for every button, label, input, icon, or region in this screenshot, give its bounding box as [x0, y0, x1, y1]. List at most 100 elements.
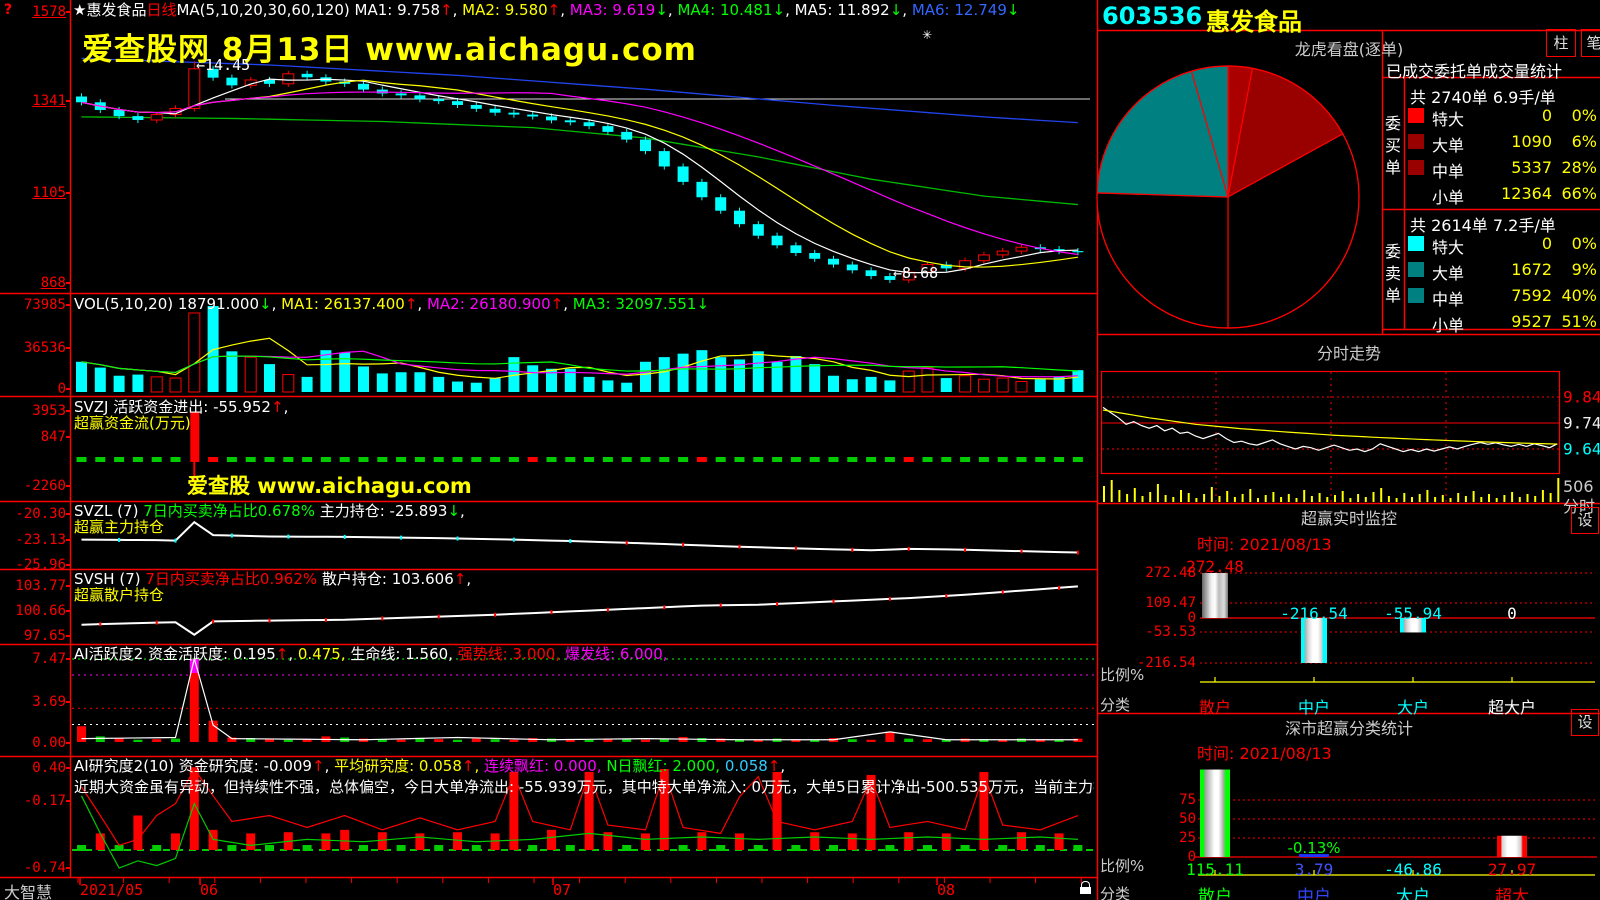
svzj-values: ↑ — [270, 398, 284, 416]
watermark-main: 爱查股网 8月13日 www.aichagu.com — [82, 32, 697, 68]
monitor-axis-label: -53.53 — [1145, 624, 1196, 640]
ai1-values: 爆发线: 6.000, — [565, 645, 668, 663]
order-swatch — [1408, 288, 1424, 303]
y-axis-label: 868 — [40, 275, 66, 291]
kline-ma-values: ↑ — [547, 1, 561, 19]
y-axis-label: 0 — [57, 381, 66, 397]
order-row-pct: 6% — [1571, 132, 1597, 151]
y-axis-label: 1578 — [32, 4, 66, 20]
order-row-name: 中单 — [1432, 290, 1465, 309]
order-row-value: 0 — [1541, 234, 1552, 253]
monitor-bar-label: 0 — [1507, 604, 1517, 623]
ai2-values: , — [474, 757, 484, 775]
kline-ma-values: ↑ — [440, 1, 453, 19]
y-axis-label: -2260 — [23, 478, 66, 494]
order-row-name: 小单 — [1432, 188, 1465, 207]
svsh-sub: 超赢散户持仓 — [74, 586, 165, 604]
ai2-ticker-text: 近期大资金虽有异动，但持续性不强，总体偏空，今日大单净流出: -55.939万元… — [74, 778, 1094, 796]
svsh-values: 7日内买卖净占比0.962% — [145, 570, 318, 588]
stock-name: 惠发食品 — [1206, 8, 1302, 36]
tab-柱[interactable]: 柱 — [1546, 29, 1576, 57]
kline-ma-values: ★惠发食品 — [73, 1, 147, 19]
y-axis-label: -23.13 — [15, 532, 66, 548]
shenshi-settings-button[interactable]: 设 — [1571, 709, 1599, 736]
ai1-values: , — [288, 645, 298, 663]
order-summary: 共 2740单 6.9手/单 — [1410, 88, 1556, 107]
svsh-values: SVSH (7) — [74, 570, 146, 588]
y-axis-label: 7.47 — [32, 651, 66, 667]
vol-ma-values: 18791.000 — [177, 295, 260, 313]
y-axis-label: 100.66 — [15, 603, 66, 619]
watermark-sub: 爱查股 www.aichagu.com — [187, 474, 472, 498]
kline-ma-values: MA4: 10.481 — [677, 1, 773, 19]
ai1-values: ↑ — [275, 645, 289, 663]
intraday-level-label: 9.84 — [1563, 387, 1600, 407]
lock-icon[interactable] — [1080, 881, 1091, 894]
y-axis-label: 0.40 — [32, 760, 66, 776]
vol-ma-values: MA2: 26180.900 — [426, 295, 551, 313]
intraday-title: 分时走势 — [1316, 344, 1381, 363]
tab-笔[interactable]: 笔 — [1581, 29, 1600, 57]
y-axis-label: 0.00 — [32, 735, 66, 751]
vol-ma-values: , — [417, 295, 427, 313]
order-row-value: 9527 — [1511, 312, 1552, 331]
ai2-header: AI研究度2(10) 资金研究度: -0.009↑, 平均研究度: 0.058↑… — [74, 758, 785, 774]
order-row-pct: 28% — [1561, 158, 1597, 177]
ai1-values: , — [340, 645, 351, 663]
shenshi-bar-label: 115.11 — [1186, 860, 1244, 879]
marker-asterisk-icon: ✳ — [922, 28, 933, 42]
order-side-label: 委 — [1385, 114, 1402, 133]
kline-ma-values: MA6: 12.749 — [911, 1, 1007, 19]
monitor-category-label: 中户 — [1297, 698, 1331, 717]
order-side-label: 买 — [1385, 136, 1402, 155]
vol-header: VOL(5,10,20) 18791.000↓, MA1: 26137.400↑… — [74, 296, 709, 312]
ai2-values: , — [780, 757, 786, 775]
order-row-pct: 66% — [1561, 184, 1597, 203]
order-row-pct: 40% — [1561, 286, 1597, 305]
y-axis-label: 847 — [40, 429, 66, 445]
order-row-name: 小单 — [1432, 316, 1465, 335]
y-axis-label: -20.30 — [15, 506, 66, 522]
kline-low-annotation: ←8.68 — [893, 264, 939, 282]
kline-ma-values: MA2: 9.580 — [462, 1, 548, 19]
svzl-values: 7日内买卖净占比0.678% — [143, 502, 315, 520]
vol-ma-values: MA3: 32097.551 — [572, 295, 697, 313]
kline-ma-values: ↓ — [1006, 1, 1020, 19]
y-axis-label: 3.69 — [32, 694, 66, 710]
svzl-values: ↓ — [447, 502, 461, 520]
shenshi-category-label: 中户 — [1297, 887, 1331, 900]
vol-ma-values: , — [271, 295, 282, 313]
stock-code: 603536 — [1102, 2, 1203, 30]
y-axis-label: 103.77 — [15, 578, 66, 594]
monitor-axis-label: 272.48 — [1145, 565, 1196, 581]
ai1-values: 0.475 — [297, 645, 341, 663]
shenshi-time: 时间: 2021/08/13 — [1197, 744, 1332, 763]
y-axis-label: 73985 — [23, 297, 66, 313]
order-swatch — [1408, 262, 1424, 277]
monitor-time: 时间: 2021/08/13 — [1197, 535, 1332, 554]
order-swatch — [1408, 236, 1424, 251]
kline-ma-values: ↓ — [655, 1, 668, 19]
ai2-values: 连续飘红: 0.000, — [484, 757, 607, 775]
monitor-category-label: 散户 — [1198, 698, 1232, 717]
order-row-name: 特大 — [1432, 110, 1465, 129]
svzl-values: SVZL (7) — [74, 502, 144, 520]
help-icon[interactable]: ? — [4, 2, 13, 18]
monitor-category-label: 超大户 — [1487, 698, 1537, 717]
order-row-name: 大单 — [1432, 136, 1465, 155]
ai2-values: ↑ — [767, 757, 781, 775]
kline-header: ★惠发食品日线MA(5,10,20,30,60,120) MA1: 9.758↑… — [73, 2, 1019, 18]
order-side-label: 单 — [1385, 286, 1402, 305]
order-row-value: 1090 — [1511, 132, 1552, 151]
shenshi-axis-label: 75 — [1179, 792, 1196, 808]
monitor-settings-button[interactable]: 设 — [1571, 507, 1599, 534]
svzj-sub: 超赢资金流(万元) — [74, 414, 191, 432]
ai1-header: AI活跃度2 资金活跃度: 0.195↑, 0.475, 生命线: 1.560,… — [74, 646, 668, 662]
monitor-axis-label: 109.47 — [1145, 595, 1196, 611]
ai2-values: N日飘红: 2.000, — [606, 757, 725, 775]
intraday-counter: 506 — [1563, 477, 1594, 496]
order-row-name: 中单 — [1432, 162, 1465, 181]
vol-ma-values: ↑ — [550, 295, 564, 313]
